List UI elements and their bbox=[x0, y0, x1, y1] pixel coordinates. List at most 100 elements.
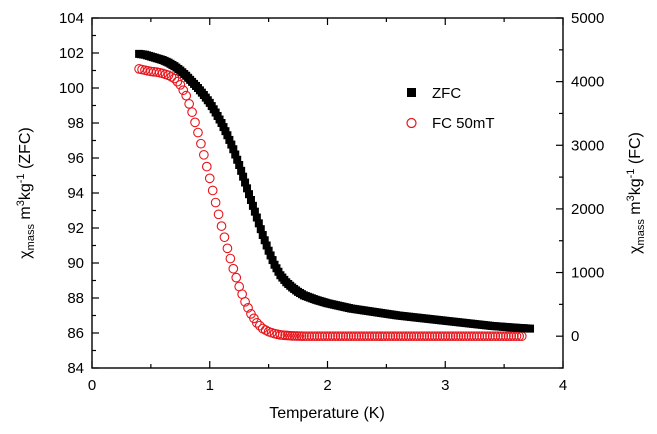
fc-point bbox=[435, 331, 445, 342]
fc-point bbox=[424, 331, 435, 342]
fc-point bbox=[172, 76, 183, 87]
fc-point bbox=[228, 263, 239, 274]
fc-point bbox=[333, 331, 343, 342]
fc-point bbox=[361, 331, 372, 342]
fc-point bbox=[330, 331, 341, 342]
fc-point bbox=[364, 331, 375, 342]
fc-point bbox=[216, 221, 227, 231]
zfc-point bbox=[248, 201, 257, 210]
fc-point bbox=[393, 331, 404, 342]
zfc-point bbox=[233, 155, 242, 164]
fc-point bbox=[380, 331, 390, 342]
fc-point bbox=[231, 272, 242, 283]
zfc-point bbox=[239, 172, 248, 181]
fc-point bbox=[193, 127, 203, 138]
y-axis-left-title: χmass m3kg-1 (ZFC) bbox=[15, 127, 37, 258]
fc-point bbox=[385, 331, 396, 342]
fc-point bbox=[422, 331, 432, 342]
fc-point bbox=[414, 331, 424, 342]
fc-point bbox=[448, 331, 458, 342]
fc-point bbox=[343, 331, 354, 342]
fc-point bbox=[325, 331, 335, 342]
zfc-point bbox=[219, 123, 228, 132]
y-right-tick-label: 3000 bbox=[571, 137, 604, 154]
y-axis-right-title: χmass m3kg-1 (FC) bbox=[625, 132, 647, 254]
zfc-point bbox=[254, 219, 263, 228]
x-axis-title: Temperature (K) bbox=[269, 405, 385, 422]
fc-point bbox=[456, 331, 466, 342]
fc-point bbox=[184, 99, 194, 109]
zfc-point bbox=[258, 231, 267, 239]
x-tick-label: 1 bbox=[206, 377, 214, 394]
y-right-tick-label: 4000 bbox=[571, 74, 604, 91]
fc-point bbox=[346, 331, 356, 342]
y-right-tick-label: 2000 bbox=[571, 201, 604, 218]
y-right-tick-label: 0 bbox=[571, 328, 579, 345]
fc-point bbox=[493, 331, 503, 342]
fc-point bbox=[427, 331, 438, 342]
y-left-tick-label: 98 bbox=[67, 115, 84, 132]
fc-point bbox=[178, 85, 189, 96]
zfc-point bbox=[245, 190, 253, 199]
fc-point bbox=[453, 331, 464, 342]
zfc-point bbox=[243, 184, 252, 193]
fc-point bbox=[471, 331, 482, 342]
zfc-point bbox=[227, 140, 236, 149]
fc-point bbox=[207, 185, 218, 196]
fc-point bbox=[416, 331, 427, 342]
fc-point bbox=[490, 331, 501, 342]
fc-point bbox=[196, 138, 206, 149]
fc-point bbox=[479, 331, 490, 342]
fc-point bbox=[348, 331, 359, 342]
legend-marker-zfc bbox=[407, 88, 416, 97]
axis-tick-labels: 0 1 2 3 4 84 86 88 90 92 94 96 98 100 102 104 0 1000 2000 3… bbox=[59, 10, 604, 394]
fc-point bbox=[222, 243, 233, 254]
y-left-tick-label: 84 bbox=[67, 360, 84, 377]
fc-point bbox=[354, 331, 364, 342]
zfc-point bbox=[237, 166, 246, 175]
fc-point bbox=[306, 331, 317, 342]
fc-point bbox=[327, 331, 338, 342]
fc-point bbox=[440, 331, 451, 342]
y-left-tick-label: 102 bbox=[59, 45, 84, 62]
legend-label-zfc: ZFC bbox=[432, 85, 461, 102]
fc-point bbox=[458, 331, 469, 342]
fc-point bbox=[508, 331, 519, 342]
fc-point bbox=[252, 317, 262, 328]
y-left-tick-label: 92 bbox=[67, 220, 84, 237]
zfc-point bbox=[229, 145, 238, 154]
fc-point bbox=[463, 331, 474, 342]
fc-point bbox=[372, 331, 383, 342]
y-left-tick-label: 96 bbox=[67, 150, 84, 167]
y-left-tick-label: 94 bbox=[67, 185, 84, 202]
fc-point bbox=[506, 331, 517, 342]
fc-point bbox=[367, 331, 377, 342]
fc-point bbox=[461, 331, 472, 342]
fc-point bbox=[409, 331, 419, 342]
zfc-point bbox=[252, 213, 261, 222]
fc-point bbox=[429, 331, 440, 342]
fc-point bbox=[210, 197, 221, 208]
legend-marker-fc bbox=[406, 117, 417, 129]
y-right-tick-label: 1000 bbox=[571, 265, 604, 282]
zfc-point bbox=[262, 241, 271, 250]
fc-point bbox=[169, 73, 180, 84]
y-left-tick-label: 90 bbox=[67, 255, 84, 272]
fc-point bbox=[501, 331, 511, 342]
fc-point bbox=[320, 331, 330, 342]
fc-point bbox=[377, 331, 388, 342]
fc-point bbox=[304, 331, 315, 342]
zfc-point bbox=[231, 150, 240, 159]
zfc-point bbox=[268, 256, 277, 265]
fc-point bbox=[314, 331, 325, 342]
zfc-point bbox=[223, 131, 232, 140]
fc-point bbox=[498, 331, 509, 342]
fc-point bbox=[388, 331, 398, 342]
fc-point bbox=[477, 331, 487, 342]
legend: ZFC FC 50mT bbox=[406, 85, 495, 132]
series-zfc bbox=[135, 49, 535, 333]
fc-point bbox=[432, 331, 443, 342]
zfc-point bbox=[235, 161, 244, 169]
fc-point bbox=[190, 117, 200, 128]
